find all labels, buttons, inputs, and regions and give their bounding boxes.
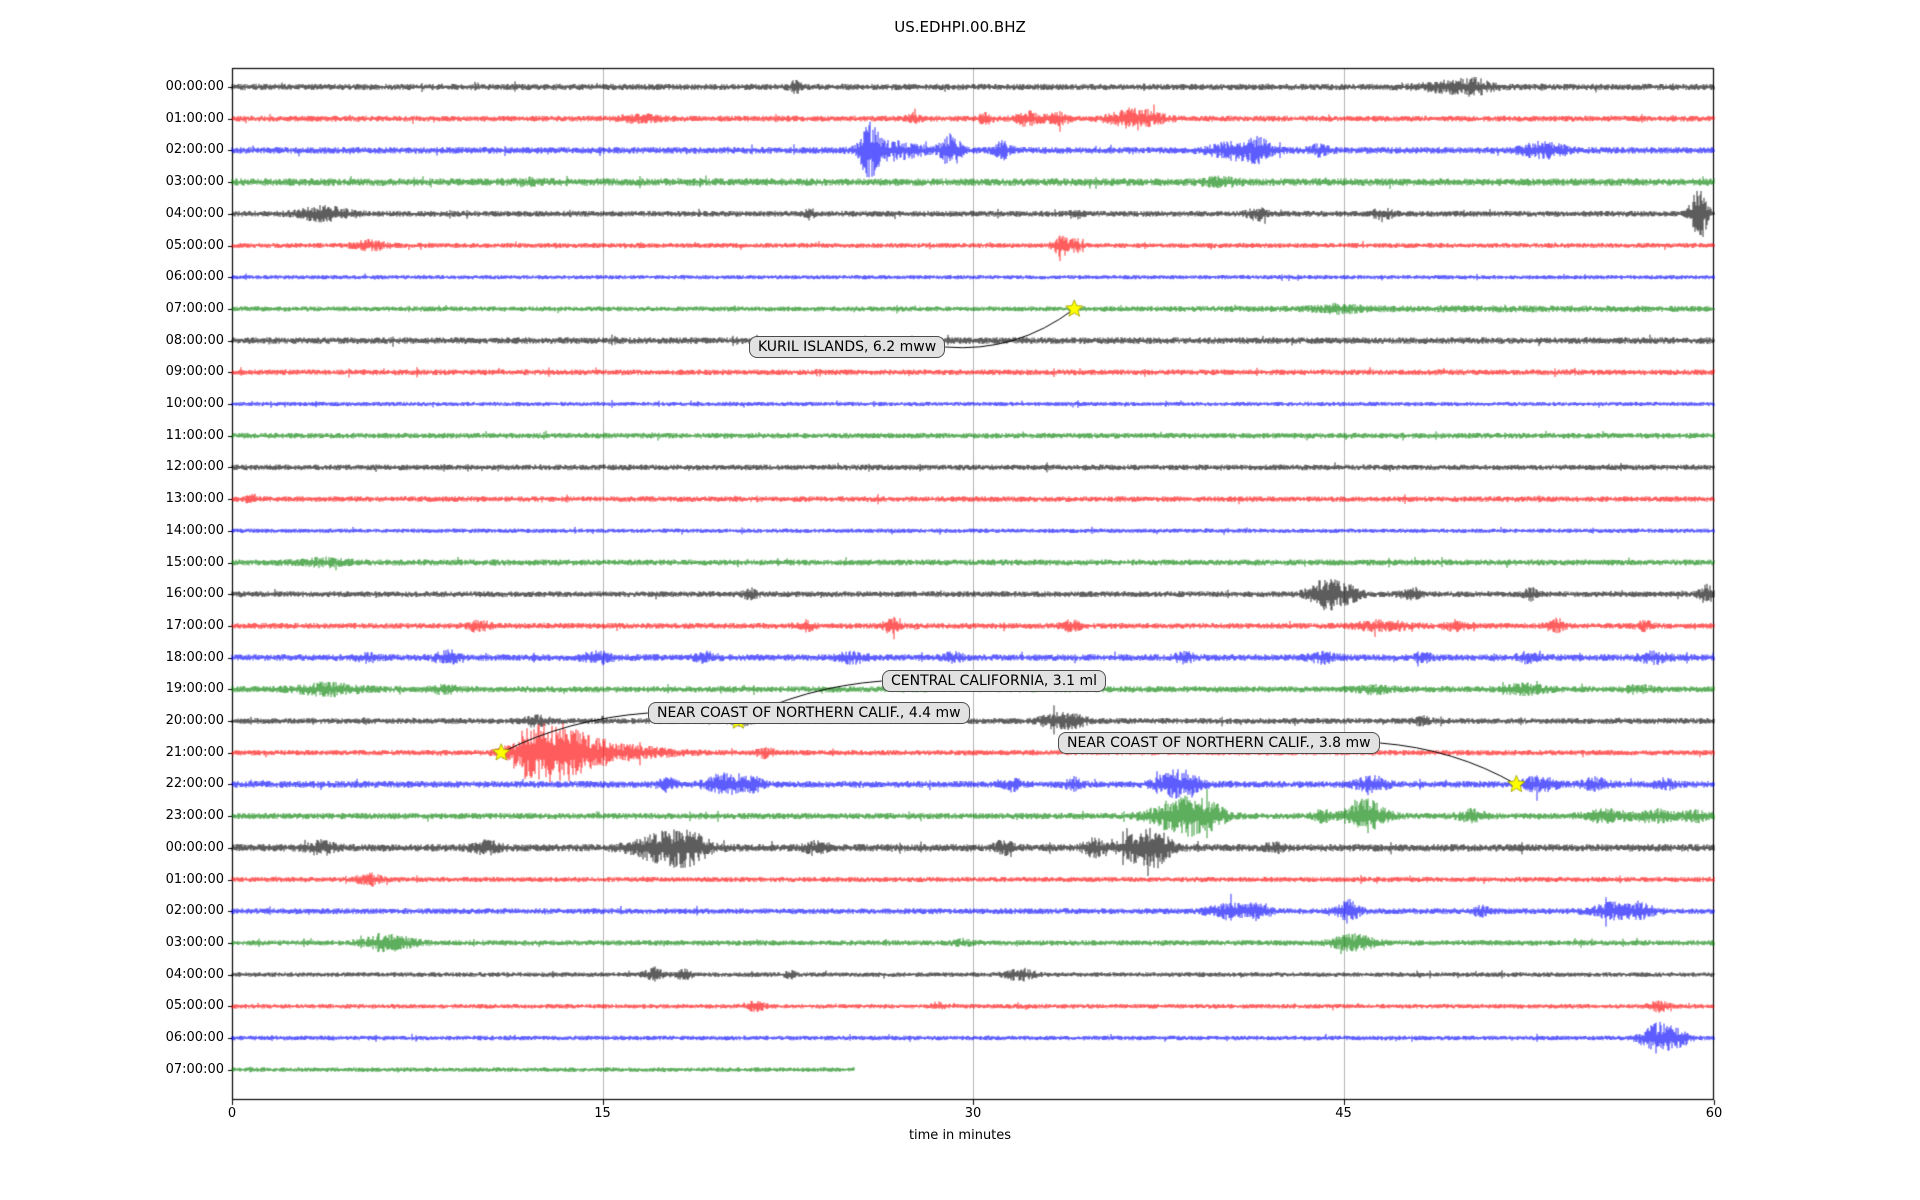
- y-axis-label: 19:00:00: [165, 681, 224, 697]
- y-axis-label: 03:00:00: [165, 174, 224, 190]
- y-axis-label: 00:00:00: [165, 79, 224, 94]
- y-axis-label: 16:00:00: [165, 586, 224, 602]
- y-axis-label: 06:00:00: [165, 269, 224, 285]
- y-axis-label: 04:00:00: [165, 205, 224, 221]
- y-axis-label: 09:00:00: [165, 364, 224, 380]
- y-axis-label: 06:00:00: [165, 1030, 224, 1045]
- y-axis-label: 02:00:00: [165, 903, 224, 919]
- y-axis-label: 18:00:00: [165, 649, 224, 665]
- y-axis-label: 13:00:00: [165, 491, 224, 507]
- y-axis-label: 14:00:00: [165, 522, 224, 538]
- x-axis-tick-label: 30: [964, 1106, 982, 1121]
- y-axis-label: 01:00:00: [165, 871, 224, 887]
- event-label: NEAR COAST OF NORTHERN CALIF., 3.8 mw: [1058, 732, 1380, 754]
- event-label: NEAR COAST OF NORTHERN CALIF., 4.4 mw: [648, 702, 970, 724]
- x-axis-tick-label: 45: [1335, 1106, 1352, 1121]
- y-axis-label: 17:00:00: [165, 617, 224, 633]
- y-axis-label: 20:00:00: [165, 713, 224, 728]
- event-label: CENTRAL CALIFORNIA, 3.1 ml: [882, 670, 1107, 692]
- x-axis-label: time in minutes: [908, 1128, 1012, 1143]
- event-label: KURIL ISLANDS, 6.2 mww: [749, 336, 946, 358]
- chart-title: US.EDHPI.00.BHZ: [894, 18, 1026, 36]
- x-axis-tick-label: 15: [594, 1106, 611, 1121]
- y-axis-label: 03:00:00: [165, 934, 224, 950]
- y-axis-label: 11:00:00: [165, 427, 224, 443]
- y-axis-label: 15:00:00: [165, 554, 224, 570]
- y-axis-label: 05:00:00: [165, 237, 224, 253]
- y-axis-label: 05:00:00: [165, 998, 224, 1014]
- y-axis-label: 01:00:00: [165, 110, 224, 126]
- y-axis-label: 22:00:00: [165, 776, 224, 792]
- y-axis-label: 10:00:00: [165, 396, 224, 411]
- y-axis-label: 12:00:00: [165, 459, 224, 475]
- y-axis-label: 08:00:00: [165, 332, 224, 348]
- y-axis-label: 04:00:00: [165, 966, 224, 982]
- y-axis-label: 21:00:00: [165, 744, 224, 760]
- x-axis-tick-label: 60: [1705, 1106, 1723, 1121]
- y-axis-label: 07:00:00: [165, 1061, 224, 1077]
- y-axis-label: 02:00:00: [165, 142, 224, 158]
- x-axis-tick-label: 0: [227, 1106, 237, 1121]
- y-axis-label: 07:00:00: [165, 300, 224, 316]
- y-axis-label: 00:00:00: [165, 839, 224, 855]
- y-axis-label: 23:00:00: [165, 808, 224, 824]
